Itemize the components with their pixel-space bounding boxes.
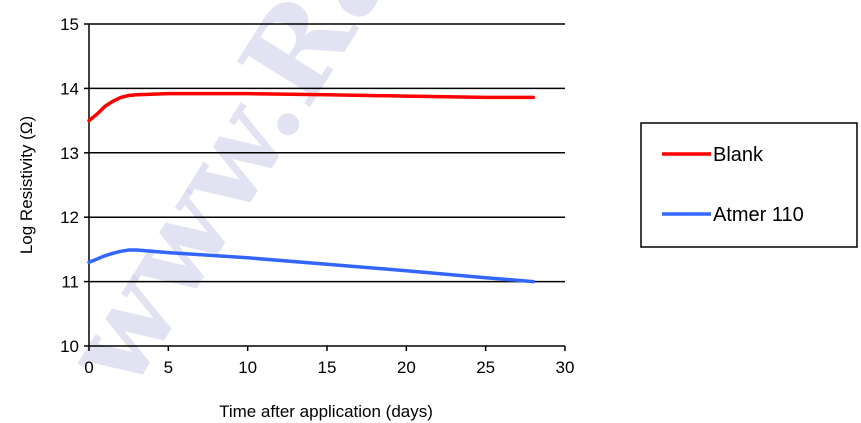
legend: Blank Atmer 110 bbox=[640, 122, 858, 248]
legend-box bbox=[640, 122, 858, 248]
x-tick-label: 5 bbox=[164, 358, 173, 377]
y-tick-label: 12 bbox=[60, 208, 79, 227]
y-tick-label: 15 bbox=[60, 15, 79, 34]
y-tick-label: 11 bbox=[61, 273, 79, 292]
x-tick-label: 0 bbox=[84, 358, 93, 377]
series-line-blank bbox=[87, 91, 536, 123]
x-tick-label: 20 bbox=[397, 358, 416, 377]
y-tick-label: 13 bbox=[60, 144, 79, 163]
x-tick-label: 30 bbox=[556, 358, 575, 377]
y-tick-label: 10 bbox=[60, 337, 79, 356]
axes bbox=[84, 23, 566, 351]
x-tick-label: 15 bbox=[318, 358, 337, 377]
x-tick-label: 25 bbox=[476, 358, 495, 377]
watermark: www.Rad bbox=[35, 0, 469, 412]
x-axis-title: Time after application (days) bbox=[219, 402, 433, 421]
y-axis-title: Log Resistivity (Ω) bbox=[17, 116, 36, 254]
y-tick-label: 14 bbox=[60, 79, 79, 98]
legend-label: Atmer 110 bbox=[713, 204, 804, 226]
x-tick-label: 10 bbox=[238, 358, 257, 377]
legend-label: Blank bbox=[713, 144, 764, 166]
series-line-atmer-110 bbox=[87, 248, 536, 284]
series-lines bbox=[87, 91, 536, 284]
tick-labels: 10 11 12 13 14 15 0 5 10 15 20 25 30 bbox=[60, 15, 574, 377]
gridlines bbox=[89, 23, 565, 283]
